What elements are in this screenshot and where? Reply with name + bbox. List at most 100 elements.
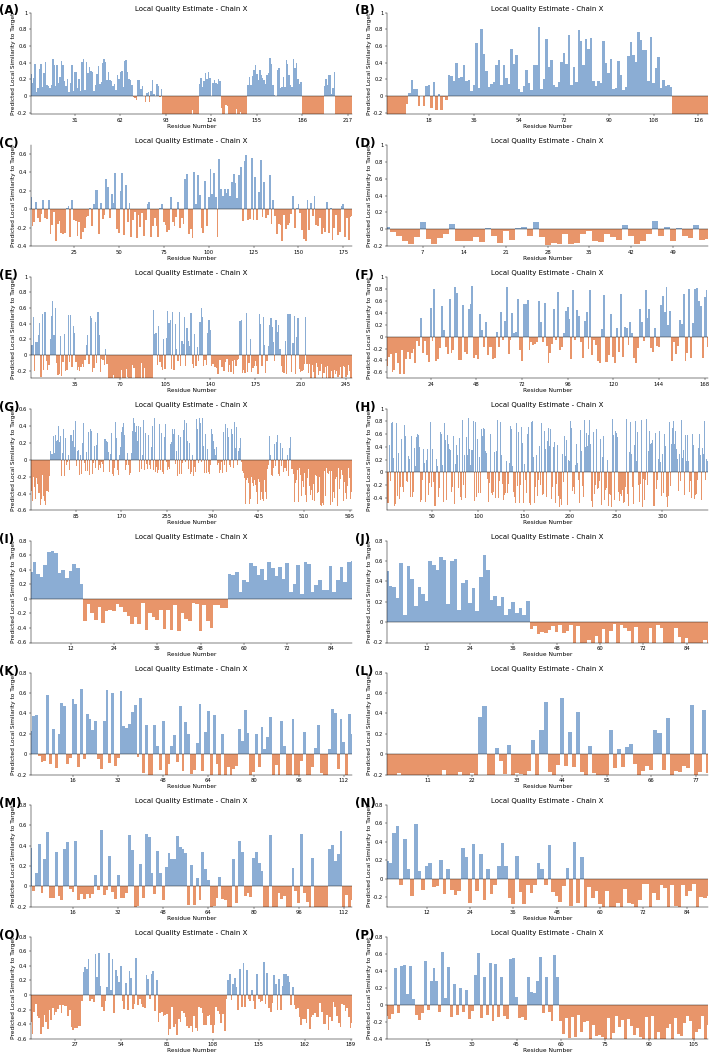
Bar: [290, 313, 291, 355]
Bar: [72, 355, 73, 367]
Bar: [525, 472, 526, 492]
Bar: [249, 754, 252, 782]
Bar: [669, 311, 672, 337]
Bar: [515, 613, 518, 622]
Bar: [548, 67, 550, 96]
Bar: [34, 210, 35, 222]
Bar: [599, 472, 600, 481]
Bar: [175, 96, 177, 142]
Bar: [432, 566, 435, 622]
Bar: [586, 1005, 589, 1021]
Bar: [158, 995, 159, 1022]
Bar: [455, 287, 456, 337]
Bar: [30, 197, 32, 210]
Bar: [244, 355, 246, 373]
Bar: [187, 96, 188, 158]
Bar: [705, 290, 707, 337]
Bar: [465, 580, 468, 622]
Bar: [168, 210, 170, 230]
Bar: [488, 87, 490, 96]
Bar: [272, 886, 275, 915]
Bar: [439, 860, 442, 879]
Y-axis label: Predicted Local Similarity to Target: Predicted Local Similarity to Target: [367, 540, 372, 643]
Bar: [479, 230, 485, 243]
Bar: [228, 355, 229, 372]
Bar: [281, 886, 284, 899]
Bar: [33, 317, 34, 355]
Bar: [325, 590, 329, 599]
Bar: [96, 977, 98, 995]
Bar: [638, 622, 642, 660]
Bar: [350, 355, 352, 379]
Bar: [139, 995, 140, 999]
Bar: [684, 472, 685, 495]
Bar: [256, 210, 258, 219]
Bar: [425, 602, 428, 622]
Bar: [692, 622, 696, 668]
Bar: [549, 447, 551, 472]
Bar: [81, 995, 82, 1001]
Bar: [64, 210, 66, 233]
Bar: [645, 50, 647, 96]
Bar: [678, 754, 682, 772]
Bar: [329, 749, 332, 754]
Bar: [309, 995, 311, 1029]
Bar: [45, 995, 47, 1022]
Bar: [432, 968, 435, 1005]
Bar: [266, 886, 269, 915]
Bar: [455, 464, 456, 472]
Bar: [152, 210, 154, 226]
Bar: [529, 472, 530, 503]
Bar: [86, 344, 87, 355]
Bar: [289, 754, 291, 778]
Bar: [609, 337, 610, 356]
Bar: [61, 60, 62, 96]
Bar: [456, 1005, 459, 1015]
Bar: [347, 561, 351, 599]
Bar: [409, 966, 412, 1005]
Bar: [280, 995, 281, 1009]
Bar: [578, 472, 579, 481]
Bar: [185, 355, 186, 365]
Bar: [256, 73, 258, 96]
Bar: [536, 337, 538, 342]
Bar: [698, 754, 702, 772]
Bar: [591, 472, 592, 501]
Bar: [533, 993, 536, 1005]
Bar: [329, 566, 332, 599]
Bar: [279, 979, 280, 995]
Bar: [404, 425, 405, 472]
Bar: [261, 210, 263, 217]
Bar: [296, 64, 297, 96]
Bar: [329, 995, 331, 1018]
Bar: [219, 995, 221, 1015]
Bar: [548, 754, 551, 772]
Bar: [319, 995, 321, 1003]
Bar: [526, 879, 530, 885]
Bar: [74, 995, 76, 1028]
Bar: [246, 970, 248, 995]
Bar: [407, 337, 409, 352]
Bar: [621, 472, 622, 497]
Bar: [687, 337, 688, 353]
Bar: [57, 734, 60, 754]
Bar: [309, 886, 311, 910]
Bar: [32, 716, 35, 754]
Bar: [204, 732, 207, 754]
Bar: [32, 83, 33, 96]
Bar: [122, 174, 123, 210]
Bar: [635, 62, 637, 96]
Bar: [477, 337, 479, 359]
Bar: [544, 879, 548, 884]
Bar: [339, 719, 342, 754]
Bar: [47, 355, 48, 370]
Bar: [213, 599, 217, 605]
Bar: [403, 96, 405, 123]
Bar: [472, 450, 473, 472]
Bar: [137, 80, 139, 96]
Bar: [632, 55, 635, 96]
Bar: [123, 995, 125, 1009]
Bar: [238, 592, 242, 599]
Bar: [117, 355, 118, 399]
Bar: [130, 79, 131, 96]
